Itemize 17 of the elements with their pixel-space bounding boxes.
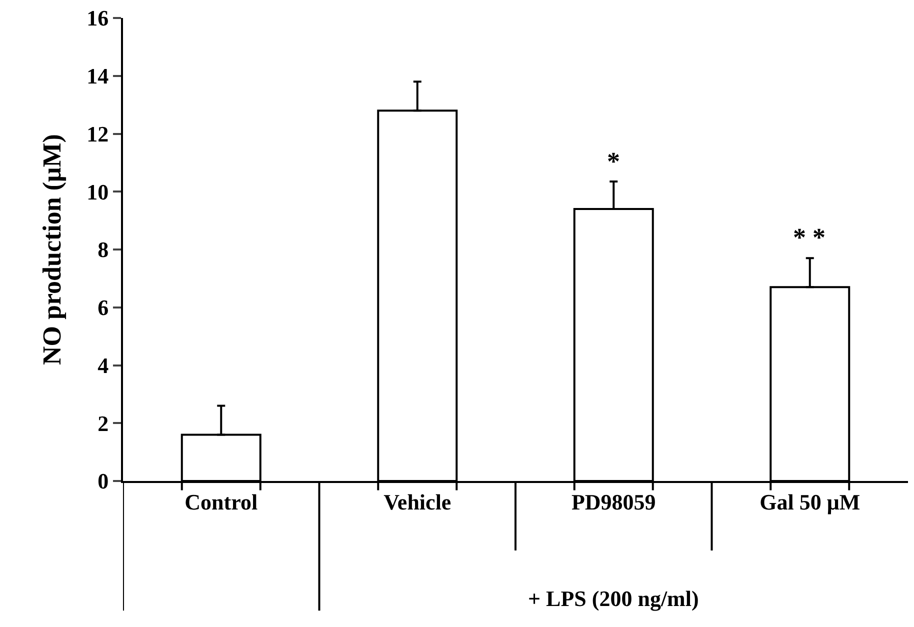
annotation: * *	[793, 223, 826, 252]
y-tick-label: 2	[98, 410, 109, 436]
x-tick-label: PD98059	[571, 489, 656, 514]
y-tick-label: 16	[86, 6, 109, 31]
y-tick-label: 12	[86, 121, 109, 146]
y-tick-label: 0	[98, 468, 109, 494]
annotation: *	[607, 147, 620, 176]
text: + LPS (200 ng/ml)	[528, 586, 699, 611]
y-tick-label: 8	[98, 237, 109, 262]
x-tick-label: Vehicle	[384, 489, 452, 514]
y-tick-label: 14	[86, 64, 109, 89]
x-tick-label: Gal 50 μM	[760, 489, 860, 514]
y-tick-label: 6	[98, 295, 109, 320]
y-tick-label: 10	[86, 179, 109, 204]
x-tick-label: Control	[184, 489, 258, 514]
y-tick-label: 4	[98, 352, 109, 378]
y-axis-title: NO production (μM)	[38, 134, 66, 365]
